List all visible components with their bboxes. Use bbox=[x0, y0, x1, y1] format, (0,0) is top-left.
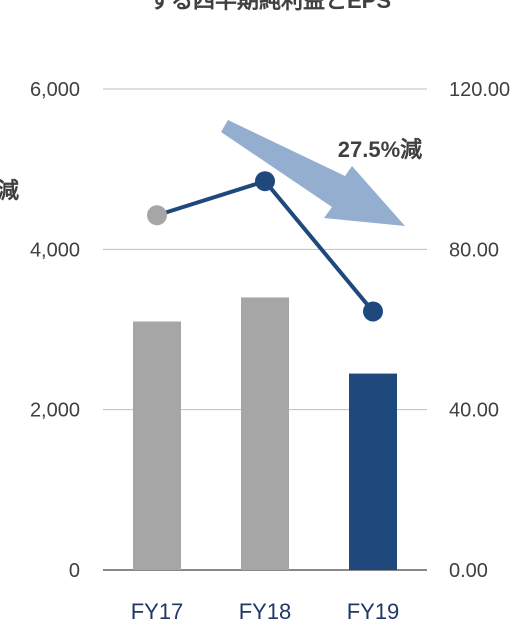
eps-point-fy19 bbox=[363, 301, 383, 322]
left-axis-tick-label: 0 bbox=[69, 560, 80, 582]
decline-arrow-shape bbox=[221, 120, 405, 226]
right-axis-tick-label: 0.00 bbox=[449, 560, 488, 582]
x-tick-label: FY17 bbox=[131, 599, 184, 622]
x-axis-labels: FY17 FY18 FY19 bbox=[131, 599, 400, 624]
x-tick-label: FY18 bbox=[239, 599, 292, 622]
right-axis-tick-label: 80.00 bbox=[449, 239, 499, 261]
left-edge-label: 減 bbox=[0, 178, 19, 203]
bars bbox=[133, 297, 397, 570]
chart-title: する四半期純利益とEPS bbox=[149, 0, 391, 13]
eps-line-segment bbox=[263, 179, 375, 314]
eps-point-fy17 bbox=[147, 205, 167, 226]
left-axis-tick-label: 4,000 bbox=[30, 239, 80, 261]
left-axis-tick-label: 2,000 bbox=[30, 400, 80, 422]
axis-labels: 0 2,000 4,000 6,000 0.00 40.00 80.00 120.00 bbox=[30, 79, 510, 582]
bar-fy18 bbox=[241, 297, 289, 570]
eps-line-segment bbox=[155, 179, 267, 218]
right-axis-tick-label: 120.00 bbox=[449, 79, 510, 101]
x-tick-label: FY19 bbox=[347, 599, 400, 622]
bar-fy17 bbox=[133, 321, 181, 570]
right-axis-tick-label: 40.00 bbox=[449, 400, 499, 422]
eps-line bbox=[147, 171, 383, 322]
eps-point-fy18 bbox=[255, 171, 275, 192]
decline-arrow bbox=[221, 120, 405, 226]
left-axis-tick-label: 6,000 bbox=[30, 79, 80, 101]
bar-fy19 bbox=[349, 373, 397, 570]
decline-annotation: 27.5%減 bbox=[338, 137, 422, 162]
